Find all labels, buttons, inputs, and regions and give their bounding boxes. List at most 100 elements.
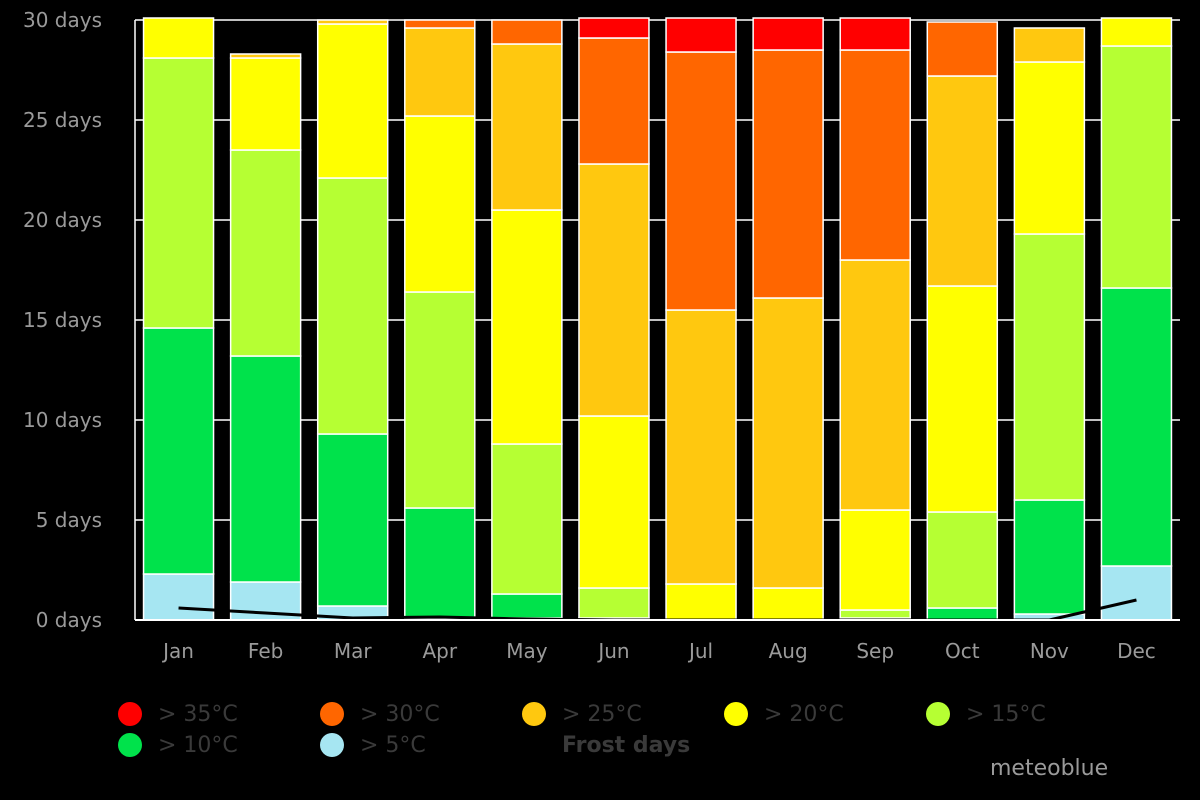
bar-segment[interactable] <box>1013 61 1086 235</box>
bar-segment[interactable] <box>491 43 563 211</box>
bar-segment[interactable] <box>142 17 215 59</box>
bar-segment[interactable] <box>752 297 824 589</box>
x-tick-label: Mar <box>334 639 373 663</box>
x-tick-label: Apr <box>422 639 457 663</box>
bar-segment[interactable] <box>1013 499 1086 615</box>
legend-label-20: > 20°C <box>764 701 844 727</box>
bar-segment[interactable] <box>491 593 563 619</box>
legend-item-5[interactable]: > 5°C <box>320 731 426 759</box>
bar-segment[interactable] <box>229 53 302 59</box>
bar-segment[interactable] <box>752 17 824 51</box>
x-tick-label: Sep <box>856 639 894 663</box>
bar-segment[interactable] <box>404 115 476 293</box>
brand-watermark: meteoblue <box>990 756 1109 781</box>
bar-segment[interactable] <box>229 355 302 583</box>
y-tick-label: 25 days <box>23 108 102 132</box>
legend-item-frost[interactable]: Frost days <box>522 731 690 759</box>
legend-item-25[interactable]: > 25°C <box>522 700 642 728</box>
y-tick-label: 20 days <box>23 208 102 232</box>
legend-dot-15 <box>926 702 950 726</box>
bar-segment[interactable] <box>1013 233 1086 501</box>
bar-segment[interactable] <box>404 19 476 29</box>
bar-segment[interactable] <box>491 443 563 595</box>
legend-label-10: > 10°C <box>158 732 238 758</box>
bar-segment[interactable] <box>491 209 563 445</box>
bar-segment[interactable] <box>142 573 215 621</box>
bar-segment[interactable] <box>665 309 737 585</box>
x-tick-label: Jan <box>161 639 194 663</box>
bar-segment[interactable] <box>229 149 302 357</box>
legend: > 35°C > 30°C > 25°C > 20°C > 15°C > 10°… <box>118 700 1178 764</box>
bar-segment[interactable] <box>839 259 911 511</box>
legend-label-30: > 30°C <box>360 701 440 727</box>
grid-lines <box>135 19 1180 621</box>
x-tick-label: Oct <box>945 639 980 663</box>
bar-segment[interactable] <box>578 587 650 619</box>
bar-segment[interactable] <box>404 507 476 619</box>
x-tick-label: Feb <box>248 639 283 663</box>
bar-segment[interactable] <box>578 163 650 417</box>
bar-segment[interactable] <box>578 17 650 39</box>
bar-segment[interactable] <box>926 607 999 621</box>
bar-segment[interactable] <box>752 49 824 299</box>
legend-item-30[interactable]: > 30°C <box>320 700 440 728</box>
bar-segment[interactable] <box>578 415 650 589</box>
bar-segment[interactable] <box>665 17 737 53</box>
legend-dot-10 <box>118 733 142 757</box>
legend-dot-35 <box>118 702 142 726</box>
x-tick-label: Jun <box>596 639 629 663</box>
bar-segment[interactable] <box>316 433 389 607</box>
bar-segment[interactable] <box>1100 45 1173 289</box>
bar-segment[interactable] <box>1100 565 1173 621</box>
y-tick-label: 15 days <box>23 308 102 332</box>
bar-segment[interactable] <box>404 27 476 117</box>
bar-segment[interactable] <box>926 75 999 287</box>
bar-segment[interactable] <box>316 23 389 179</box>
legend-item-15[interactable]: > 15°C <box>926 700 1046 728</box>
bar-segment[interactable] <box>229 57 302 151</box>
bar-segment[interactable] <box>1100 17 1173 47</box>
bar-segment[interactable] <box>491 19 563 45</box>
bar-segment[interactable] <box>926 21 999 77</box>
legend-dot-20 <box>724 702 748 726</box>
legend-item-35[interactable]: > 35°C <box>118 700 238 728</box>
bar-segment[interactable] <box>926 285 999 513</box>
bar-segment[interactable] <box>839 509 911 611</box>
legend-item-10[interactable]: > 10°C <box>118 731 238 759</box>
bar-segments <box>142 17 1173 621</box>
bar-segment[interactable] <box>404 291 476 509</box>
legend-dot-frost <box>522 733 546 757</box>
legend-dot-5 <box>320 733 344 757</box>
y-tick-label: 10 days <box>23 408 102 432</box>
x-tick-label: Aug <box>769 639 808 663</box>
bar-segment[interactable] <box>839 17 911 51</box>
y-tick-label: 30 days <box>23 8 102 32</box>
x-tick-label: Dec <box>1117 639 1156 663</box>
bar-segment[interactable] <box>142 57 215 329</box>
bar-segment[interactable] <box>578 37 650 165</box>
bar-segment[interactable] <box>1100 287 1173 567</box>
x-axis-labels: Jan Feb Mar Apr May Jun Jul Aug Sep Oct Nov Dec <box>161 639 1156 663</box>
bar-segment[interactable] <box>926 511 999 609</box>
legend-label-25: > 25°C <box>562 701 642 727</box>
legend-label-35: > 35°C <box>158 701 238 727</box>
bar-segment[interactable] <box>316 177 389 435</box>
x-tick-label: Nov <box>1030 639 1069 663</box>
legend-label-5: > 5°C <box>360 732 426 758</box>
bar-segment[interactable] <box>839 609 911 619</box>
legend-label-frost: Frost days <box>562 732 691 758</box>
bar-segment[interactable] <box>665 51 737 311</box>
bar-segment[interactable] <box>665 583 737 621</box>
x-tick-label: Jul <box>687 639 713 663</box>
y-axis-labels: 0 days 5 days 10 days 15 days 20 days 25 days… <box>23 8 102 632</box>
bar-segment[interactable] <box>752 587 824 621</box>
legend-dot-25 <box>522 702 546 726</box>
bar-segment[interactable] <box>1013 27 1086 63</box>
bar-segment[interactable] <box>142 327 215 575</box>
y-tick-label: 5 days <box>36 508 102 532</box>
bar-segment[interactable] <box>839 49 911 261</box>
legend-item-20[interactable]: > 20°C <box>724 700 844 728</box>
y-tick-label: 0 days <box>36 608 102 632</box>
legend-label-15: > 15°C <box>966 701 1046 727</box>
bar-segment[interactable] <box>316 19 389 25</box>
